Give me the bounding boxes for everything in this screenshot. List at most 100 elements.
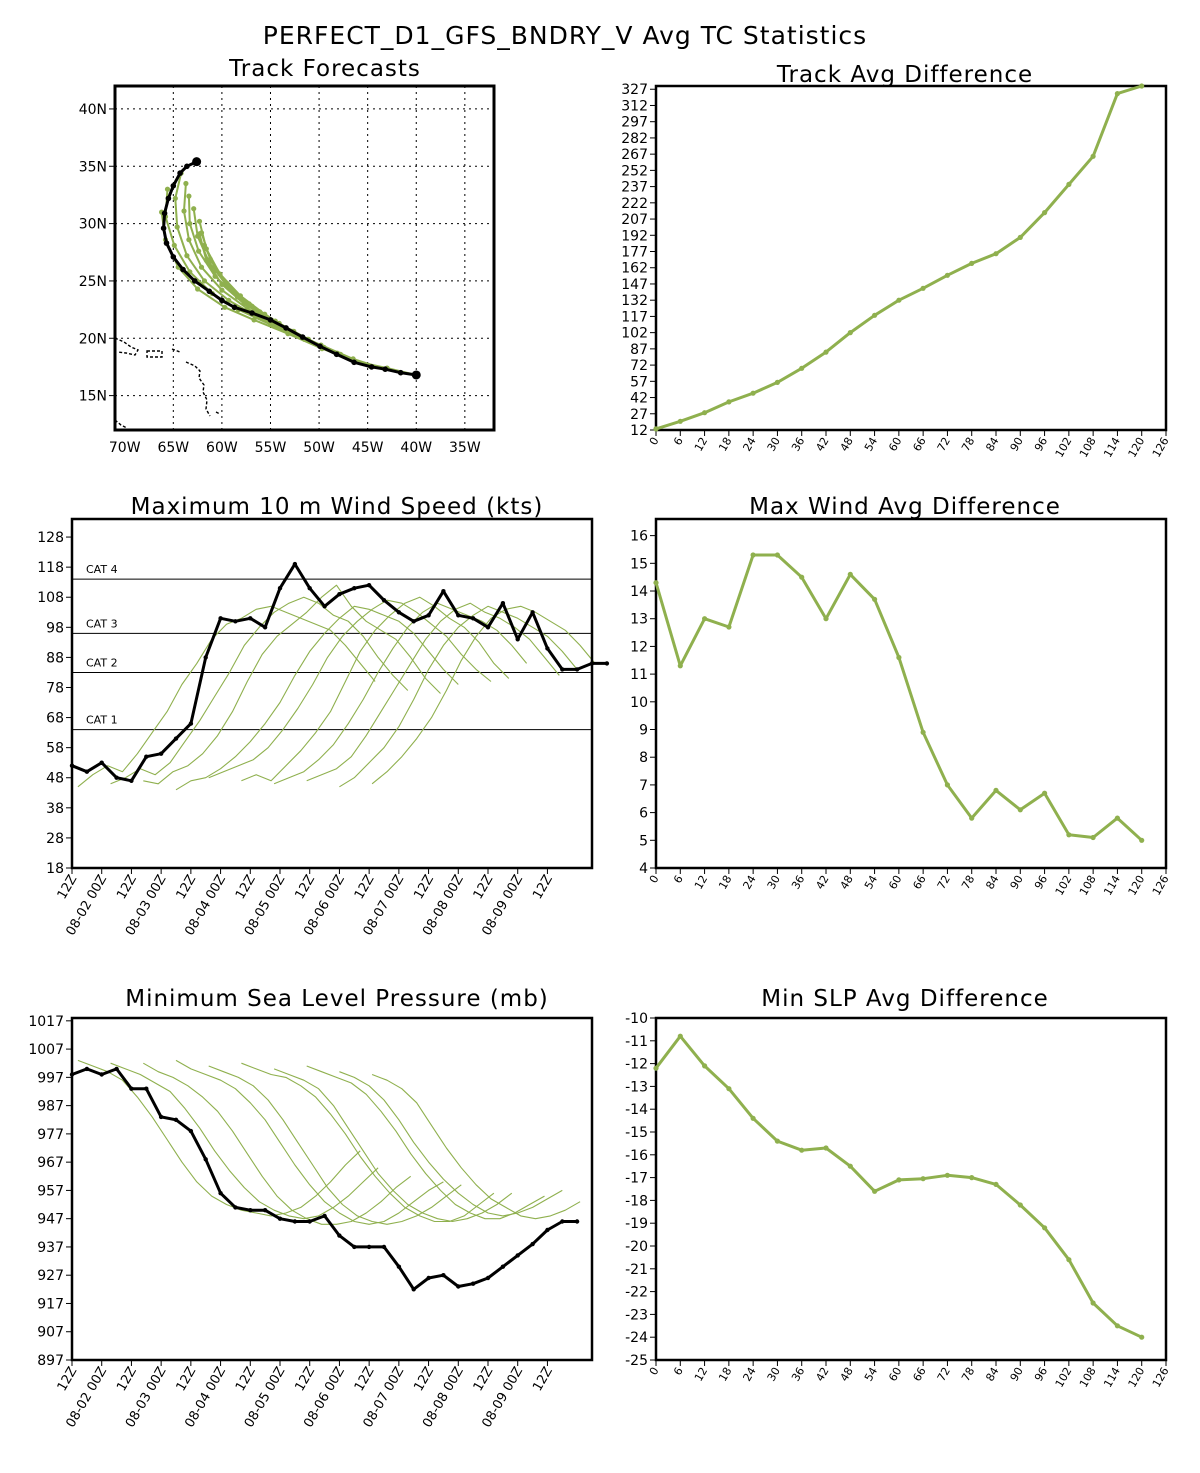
- y-tick-label: 947: [37, 1212, 64, 1228]
- x-tick-label: 0: [647, 1365, 662, 1378]
- y-tick-label: 117: [621, 309, 648, 325]
- y-tick-label: 38: [46, 801, 64, 817]
- avg-difference-series-point: [726, 399, 732, 405]
- forecast-line: [208, 1065, 462, 1225]
- wind-diff-title: Max Wind Avg Difference: [749, 494, 1061, 520]
- x-tick-label: 120: [1126, 873, 1148, 898]
- y-tick-label: 102: [621, 326, 648, 342]
- x-tick-label: 48: [838, 873, 856, 892]
- avg-difference-series-point: [993, 1181, 999, 1187]
- wind-panel: CAT 1 CAT 2 CAT 3 CAT 4 18 28 38 48 58 68 78 88 98 10…: [37, 517, 610, 938]
- observed-line-point: [396, 1264, 402, 1269]
- x-tick-label: 42: [813, 435, 831, 454]
- y-tick-label: 58: [46, 741, 64, 757]
- observed-line-point: [574, 667, 580, 672]
- avg-difference-series-point: [896, 1177, 902, 1183]
- track-map-panel: 70W 65W 60W 55W 50W 45W 40W 35W 15N 20N 25N 30N 35N 4…: [79, 84, 496, 456]
- forecast-line: [339, 605, 578, 788]
- y-tick-label: 937: [37, 1240, 64, 1256]
- map-lat-label: 30N: [79, 217, 107, 233]
- avg-difference-series-point: [1017, 234, 1023, 240]
- observed-line-point: [426, 1275, 431, 1281]
- observed-line-point: [129, 1086, 134, 1091]
- y-tick-label: -12: [625, 1057, 648, 1073]
- observed-track-point: [351, 359, 357, 366]
- avg-difference-series-point: [1042, 790, 1048, 796]
- y-tick-label: 5: [639, 833, 648, 849]
- observed-line-point: [530, 1241, 535, 1247]
- avg-difference-series-point: [677, 1033, 683, 1039]
- forecast-track-point: [226, 297, 232, 303]
- x-tick-label: 54: [862, 435, 880, 454]
- track-diff-panel: 1227425772871021171321471621771922072222…: [621, 82, 1171, 459]
- avg-difference-series-point: [1066, 832, 1072, 838]
- map-lon-label: 70W: [109, 440, 141, 456]
- observed-line-point: [262, 625, 268, 630]
- observed-line-point: [456, 613, 461, 618]
- avg-difference-series-point: [823, 1145, 829, 1151]
- avg-difference-series-point: [726, 1086, 732, 1092]
- x-tick-label: 30: [765, 873, 783, 892]
- forecast-track-point: [196, 248, 202, 254]
- observed-line-point: [411, 1287, 416, 1292]
- y-tick-label: -15: [625, 1125, 648, 1141]
- forecast-line: [208, 599, 492, 779]
- forecast-line: [77, 605, 376, 788]
- observed-line-point: [485, 625, 491, 630]
- y-tick-label: 4: [639, 861, 648, 877]
- observed-track-point: [163, 240, 170, 246]
- x-tick-label: 102: [1053, 435, 1075, 460]
- avg-difference-series-point: [1139, 1334, 1145, 1340]
- y-tick-label: -16: [625, 1148, 648, 1164]
- x-tick-label: 12Z: [114, 872, 140, 902]
- y-tick-label: 162: [621, 261, 648, 277]
- track-diff-title: Track Avg Difference: [776, 62, 1033, 88]
- y-tick-label: 9: [639, 723, 648, 739]
- avg-difference-series-point: [847, 571, 853, 578]
- avg-difference-series-point: [920, 729, 926, 735]
- avg-difference-series-point: [726, 624, 732, 630]
- observed-line-point: [99, 1072, 104, 1077]
- forecast-track-point: [164, 186, 171, 192]
- observed-line-point: [173, 1117, 179, 1123]
- y-tick-label: 118: [37, 560, 64, 576]
- x-tick-label: 6: [671, 435, 686, 448]
- x-tick-label: 12: [692, 435, 710, 454]
- x-tick-label: 60: [886, 1365, 904, 1384]
- avg-difference-series-point: [774, 379, 781, 385]
- observed-line-point: [381, 1244, 387, 1250]
- y-tick-label: 27: [630, 407, 648, 423]
- slp-title: Minimum Sea Level Pressure (mb): [125, 986, 549, 1012]
- x-tick-label: 18: [716, 1365, 734, 1384]
- y-tick-label: 177: [621, 245, 648, 261]
- y-tick-label: 14: [630, 584, 648, 600]
- x-tick-label: 126: [1150, 435, 1172, 460]
- y-tick-label: 207: [621, 212, 648, 228]
- observed-line-point: [322, 604, 327, 609]
- map-lon-label: 65W: [157, 440, 189, 456]
- avg-difference-series-point: [1042, 210, 1048, 216]
- observed-line-point: [307, 1219, 312, 1224]
- avg-difference-series-point: [1090, 1300, 1096, 1306]
- x-tick-label: 54: [862, 1365, 880, 1384]
- avg-difference-series-point: [1114, 815, 1120, 821]
- y-tick-label: 312: [621, 98, 648, 114]
- avg-difference-series-point: [944, 1172, 951, 1178]
- avg-difference-series-point: [750, 552, 756, 558]
- y-tick-label: 10: [630, 695, 648, 711]
- map-lon-label: 55W: [255, 440, 287, 456]
- forecast-track-point: [181, 208, 187, 214]
- y-tick-label: 6: [639, 806, 648, 822]
- avg-difference-series-point: [847, 330, 853, 336]
- observed-line-point: [574, 1219, 580, 1224]
- observed-line-point: [485, 1275, 491, 1281]
- x-tick-label: 66: [910, 1365, 928, 1384]
- forecast-track-point: [203, 257, 209, 263]
- x-tick-label: 24: [740, 873, 758, 892]
- map-lon-label: 60W: [206, 440, 238, 456]
- forecast-track-point: [186, 193, 192, 199]
- x-tick-label: 108: [1077, 435, 1099, 460]
- avg-difference-series-point: [702, 616, 708, 622]
- forecast-line: [241, 1062, 495, 1223]
- observed-track-point: [283, 325, 289, 331]
